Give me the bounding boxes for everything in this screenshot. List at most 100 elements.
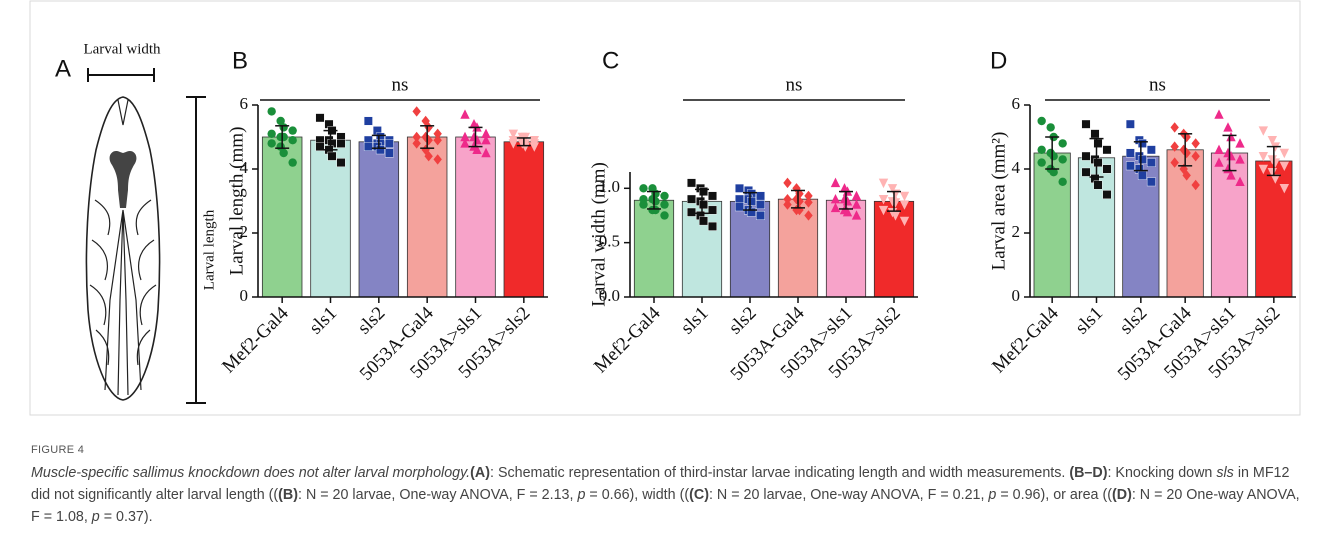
data-point: [337, 158, 345, 166]
data-point: [1226, 132, 1235, 141]
data-point: [852, 191, 861, 200]
panel-label: C: [602, 47, 619, 74]
data-point: [699, 187, 707, 195]
significance-label: ns: [786, 74, 803, 95]
data-point: [328, 152, 336, 160]
width-label: Larval width: [83, 41, 161, 57]
data-point: [831, 194, 840, 203]
data-point: [1138, 139, 1146, 147]
data-point: [1094, 139, 1102, 147]
data-point: [279, 123, 287, 131]
data-point: [364, 142, 372, 150]
x-tick-label: Mef2-Gal4: [218, 302, 293, 377]
data-point: [735, 195, 743, 203]
data-point: [376, 146, 384, 154]
y-tick-label: 6: [1012, 94, 1021, 113]
x-tick-label: sls1: [305, 303, 341, 339]
significance-label: ns: [1149, 74, 1166, 95]
data-point: [1058, 155, 1066, 163]
data-point: [747, 197, 755, 205]
data-point: [1103, 165, 1111, 173]
data-point: [708, 192, 716, 200]
data-point: [1082, 168, 1090, 176]
data-point: [1091, 130, 1099, 138]
data-point: [747, 208, 755, 216]
caption: FIGURE 4 Muscle-specific sallimus knockd…: [31, 444, 1303, 528]
x-tick-label: sls2: [1116, 303, 1152, 339]
data-point: [1058, 178, 1066, 186]
data-point: [735, 184, 743, 192]
data-point: [660, 200, 668, 208]
data-point: [1103, 146, 1111, 154]
data-point: [735, 203, 743, 211]
caption-label: FIGURE 4: [31, 444, 1303, 456]
data-point: [1223, 122, 1232, 131]
data-point: [1046, 123, 1054, 131]
caption-run: (A): [470, 465, 490, 481]
y-tick-label: 6: [240, 94, 249, 113]
data-point: [639, 200, 647, 208]
data-point: [1126, 120, 1134, 128]
x-tick-label: sls1: [1071, 303, 1107, 339]
bar: [504, 142, 544, 297]
data-point: [651, 206, 659, 214]
data-point: [288, 126, 296, 134]
bar: [456, 137, 496, 297]
caption-run: = 0.66), width ((: [585, 487, 689, 503]
width-bar: [88, 68, 154, 82]
data-point: [756, 211, 764, 219]
data-point: [1058, 139, 1066, 147]
data-point: [687, 179, 695, 187]
caption-run: p: [92, 509, 100, 525]
y-axis-title: Larval length (mm): [226, 127, 247, 276]
caption-text: Muscle-specific sallimus knockdown does …: [31, 462, 1303, 528]
data-point: [1049, 152, 1057, 160]
data-point: [1094, 181, 1102, 189]
data-point: [1259, 152, 1268, 161]
caption-run: (B–D): [1069, 465, 1107, 481]
data-point: [288, 158, 296, 166]
data-point: [1037, 146, 1045, 154]
data-point: [1147, 178, 1155, 186]
x-tick-label: Mef2-Gal4: [988, 302, 1063, 377]
data-point: [1138, 155, 1146, 163]
data-point: [699, 200, 707, 208]
data-point: [1280, 149, 1289, 158]
bar: [359, 142, 399, 297]
data-point: [279, 133, 287, 141]
data-point: [1103, 190, 1111, 198]
significance-label: ns: [392, 74, 409, 95]
data-point: [1082, 152, 1090, 160]
bar: [407, 137, 447, 297]
panel-label: D: [990, 47, 1007, 74]
data-point: [756, 200, 764, 208]
data-point: [385, 139, 393, 147]
y-tick-label: 2: [240, 222, 249, 241]
figure: A Larval width Larval length BLarval len…: [0, 0, 1328, 430]
bar: [1256, 161, 1292, 297]
data-point: [1259, 126, 1268, 135]
data-point: [288, 136, 296, 144]
y-tick-label: 1.0: [599, 177, 620, 196]
data-point: [279, 149, 287, 157]
data-point: [1138, 171, 1146, 179]
panel-label: B: [232, 47, 248, 74]
data-point: [831, 178, 840, 187]
data-point: [267, 130, 275, 138]
panel-label: A: [55, 55, 71, 82]
data-point: [1147, 158, 1155, 166]
y-axis-title: Larval area (mm²): [988, 132, 1009, 271]
data-point: [756, 192, 764, 200]
caption-run: (D): [1112, 487, 1132, 503]
y-tick-label: 2: [1012, 222, 1021, 241]
y-tick-label: 0: [240, 286, 249, 305]
data-point: [783, 178, 791, 188]
caption-run: = 0.96), or area ((: [996, 487, 1112, 503]
y-tick-label: 4: [1012, 158, 1021, 177]
data-point: [267, 139, 275, 147]
data-point: [879, 179, 888, 188]
data-point: [1191, 138, 1199, 148]
x-tick-label: Mef2-Gal4: [590, 302, 665, 377]
data-point: [1147, 146, 1155, 154]
data-point: [412, 106, 420, 116]
